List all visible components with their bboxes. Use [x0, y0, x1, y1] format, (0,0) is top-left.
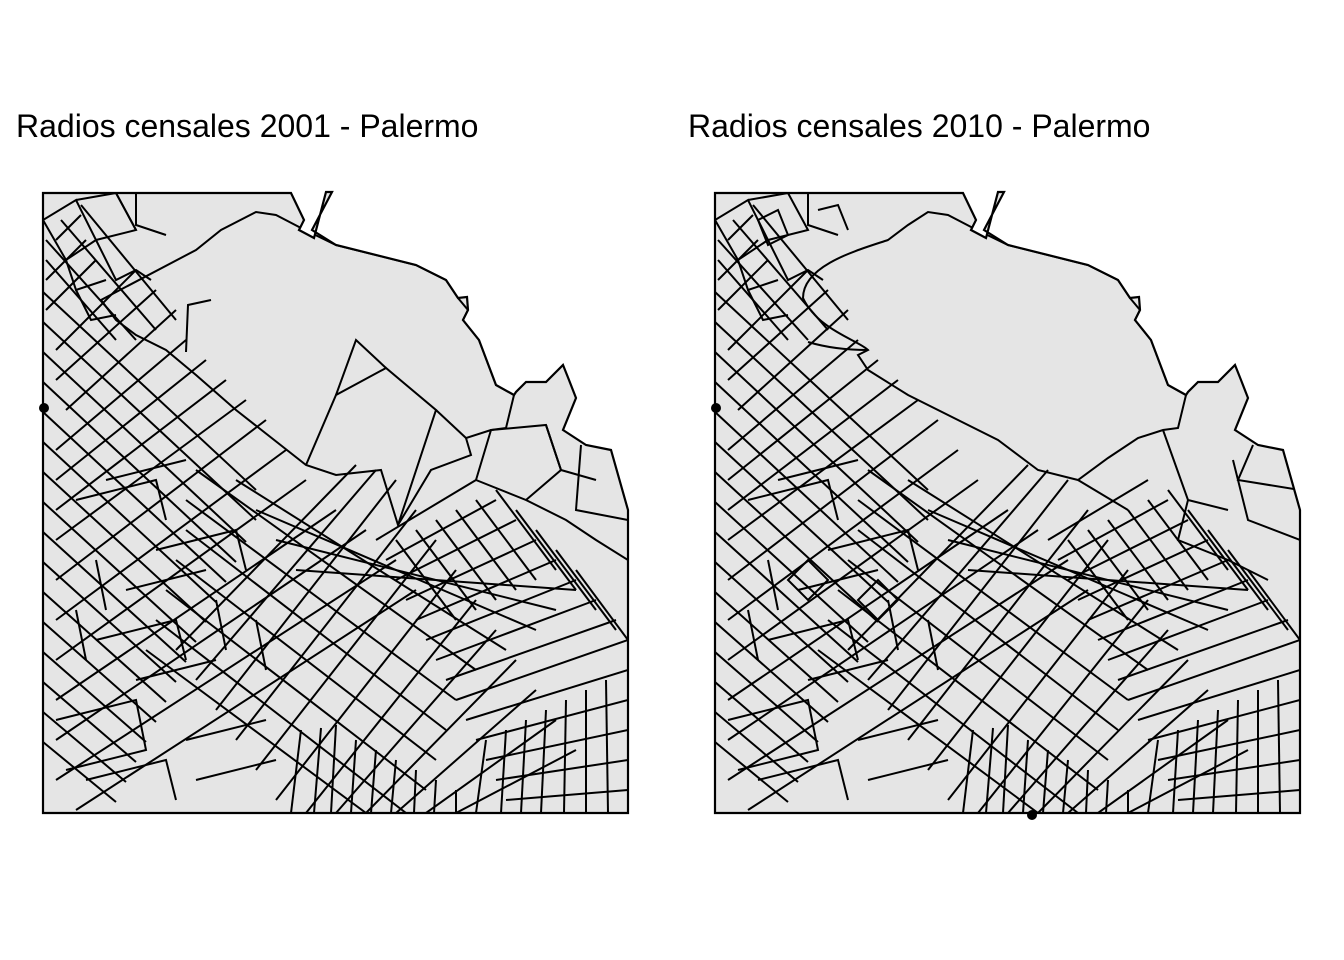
panel-title-2010: Radios censales 2010 - Palermo	[688, 108, 1151, 144]
map-2001	[36, 180, 636, 830]
census-radios-2001	[43, 192, 628, 813]
map-point-marker	[1027, 810, 1037, 820]
panel-title-2001: Radios censales 2001 - Palermo	[16, 108, 479, 144]
census-radios-2010	[715, 192, 1300, 813]
map-2010	[708, 180, 1308, 830]
map-point-marker	[711, 403, 721, 413]
map-point-marker	[39, 403, 49, 413]
